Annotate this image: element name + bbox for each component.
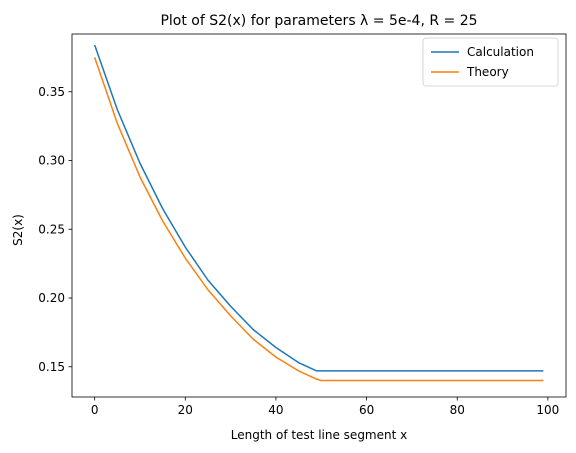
- plot-area: 0 20 40 60 80 100 0.15 0.20 0.25 0.30 0.35 Calculat…: [38, 33, 567, 417]
- x-tick-label: 100: [536, 403, 559, 417]
- x-tick-label: 40: [268, 403, 283, 417]
- axes-frame: [71, 33, 567, 398]
- x-axis-title: Length of test line segment x: [231, 428, 407, 442]
- legend-label-theory: Theory: [466, 65, 509, 79]
- legend-box: [422, 37, 559, 87]
- x-tick-label: 60: [359, 403, 374, 417]
- y-tick-label: 0.35: [38, 85, 65, 99]
- series-line-theory: [93, 57, 544, 382]
- series-line-calculation: [93, 44, 544, 372]
- legend-label-calculation: Calculation: [467, 45, 534, 59]
- x-tick-label: 0: [91, 403, 99, 417]
- x-tick-label: 20: [178, 403, 193, 417]
- x-tick-label: 80: [450, 403, 465, 417]
- y-tick-label: 0.25: [38, 222, 65, 236]
- y-tick-label: 0.20: [38, 291, 65, 305]
- y-axis-title: S2(x): [11, 214, 25, 246]
- y-tick-label: 0.30: [38, 154, 65, 168]
- chart-title: Plot of S2(x) for parameters λ = 5e-4, R…: [160, 13, 477, 29]
- y-tick-label: 0.15: [38, 360, 65, 374]
